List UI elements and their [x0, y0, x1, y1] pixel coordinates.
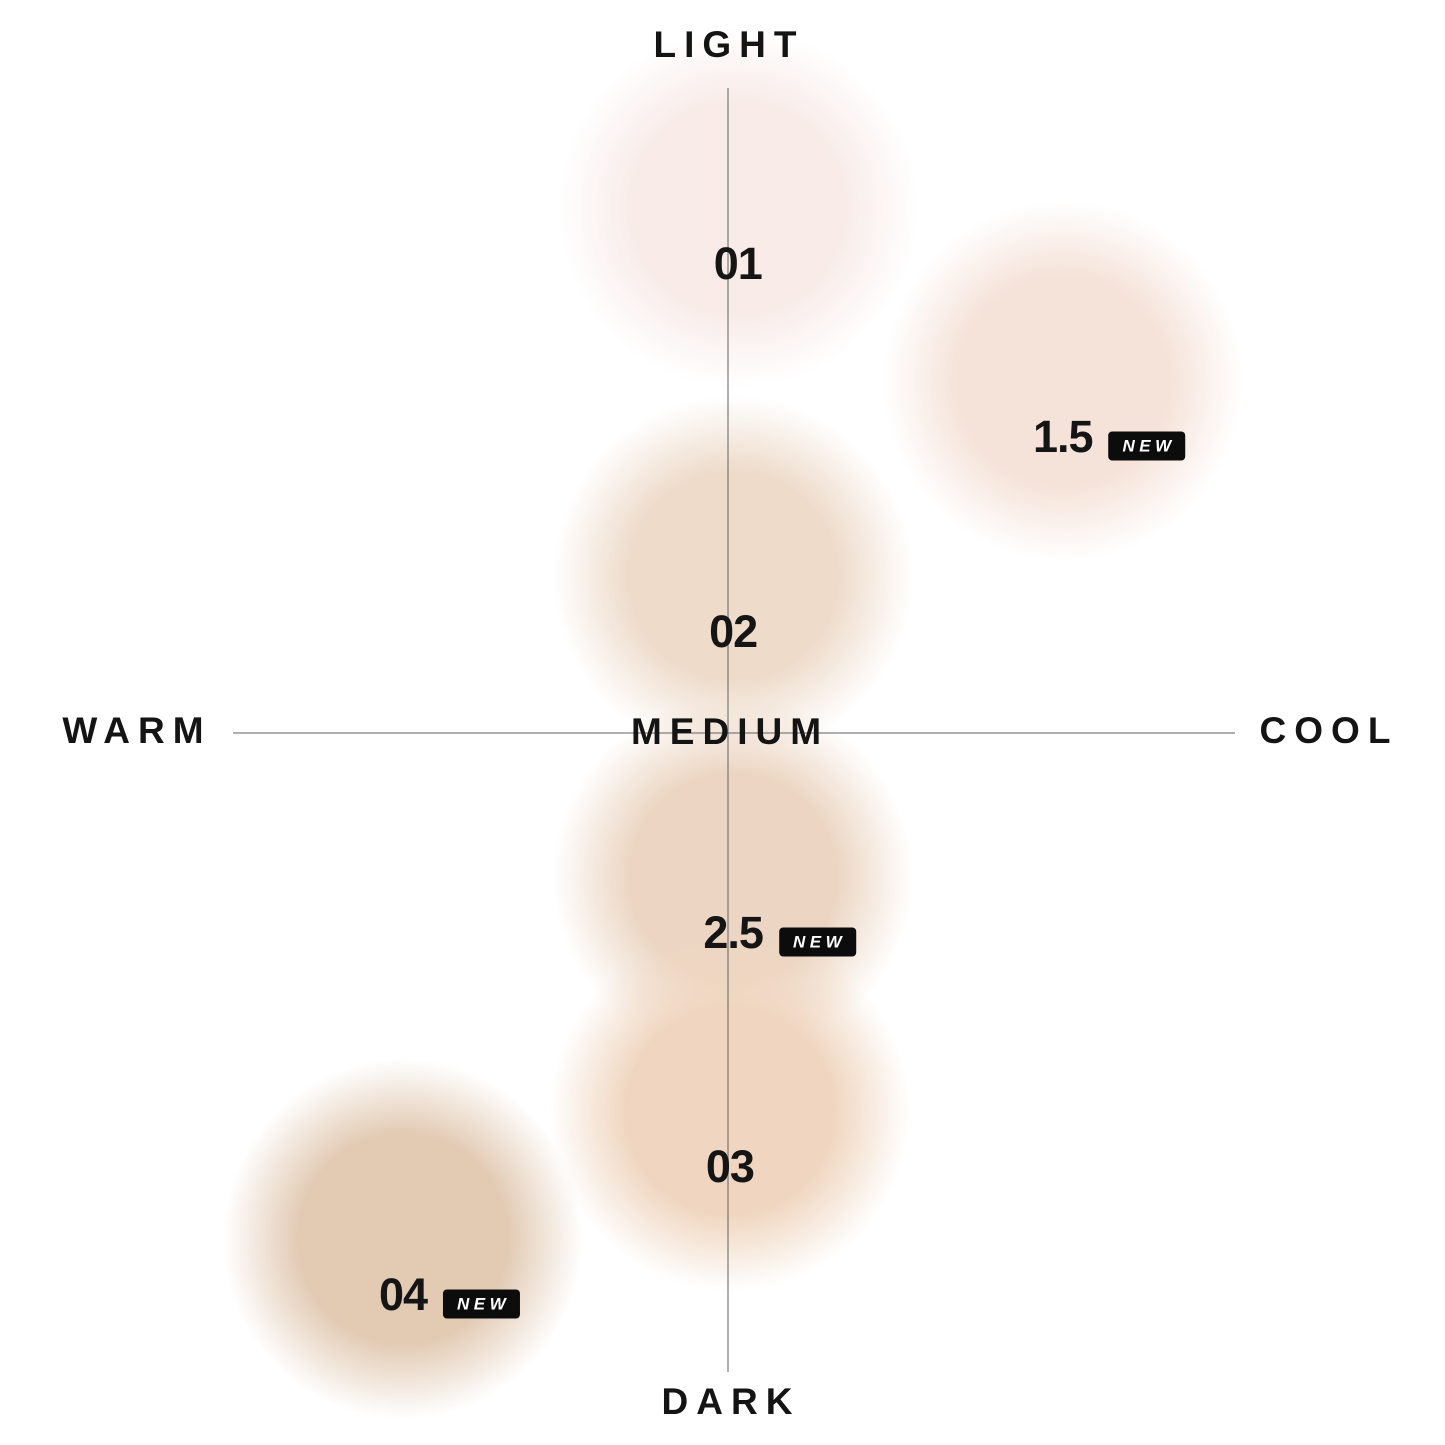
axis-label-light: LIGHT — [653, 24, 805, 65]
shade-label-04: 04 NEW — [378, 1268, 521, 1321]
new-badge: NEW — [1108, 431, 1186, 461]
shade-number: 03 — [705, 1140, 755, 1192]
shade-number: 04 — [378, 1268, 428, 1320]
shade-number: 2.5 — [703, 907, 764, 958]
axis-label-dark: DARK — [661, 1381, 801, 1422]
shade-swatch-1.5 — [862, 181, 1263, 581]
shade-swatch-03 — [529, 910, 930, 1311]
new-badge: NEW — [778, 927, 857, 957]
shade-label-02: 02 — [709, 606, 758, 658]
new-badge: NEW — [443, 1289, 521, 1319]
shade-swatch-01 — [537, 8, 938, 409]
shade-number: 01 — [713, 238, 763, 290]
shade-label-01: 01 — [713, 238, 763, 290]
shade-label-03: 03 — [705, 1140, 755, 1193]
shade-label-2.5: 2.5 NEW — [703, 907, 857, 959]
axis-label-warm: WARM — [62, 710, 212, 751]
shade-number: 02 — [709, 606, 758, 658]
shade-label-1.5: 1.5 NEW — [1032, 411, 1186, 463]
axis-label-medium: MEDIUM — [630, 711, 830, 752]
shade-number: 1.5 — [1032, 411, 1094, 462]
shade-swatch-04 — [203, 1038, 603, 1439]
axis-label-cool: COOL — [1259, 710, 1399, 751]
